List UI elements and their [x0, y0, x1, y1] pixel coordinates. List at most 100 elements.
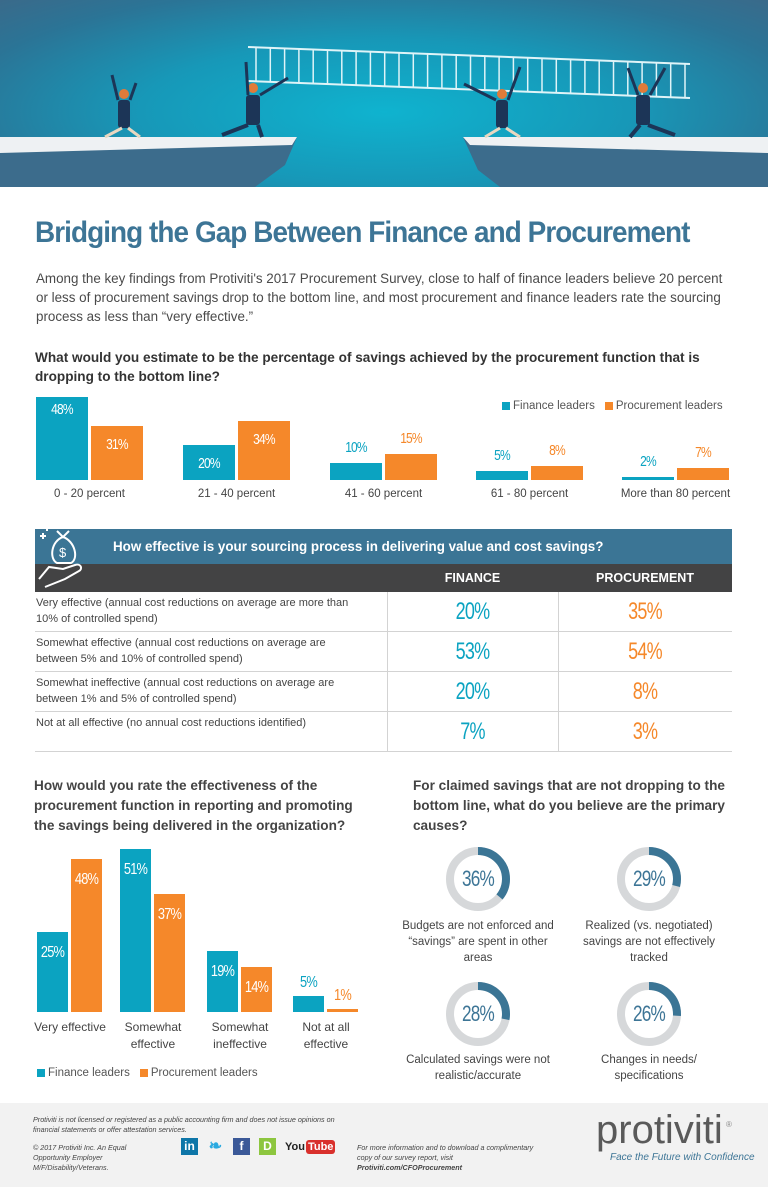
- hero-illustration: [0, 0, 768, 187]
- bar-value-label: 31%: [106, 436, 128, 454]
- table-row: Very effective (annual cost reductions o…: [35, 592, 732, 632]
- bar-finance: [293, 996, 324, 1012]
- survey-report-link[interactable]: Protiviti.com/CFOProcurement: [357, 1163, 463, 1172]
- column-divider: [558, 672, 559, 711]
- bar-procurement: [154, 893, 185, 1012]
- pulse-icon[interactable]: D: [259, 1138, 276, 1155]
- footer-copyright: © 2017 Protiviti Inc. An Equal Opportuni…: [33, 1143, 127, 1172]
- youtube-logo[interactable]: You Tube: [285, 1139, 336, 1154]
- finance-value: 53%: [455, 638, 491, 665]
- footer: [0, 1103, 768, 1187]
- bar-value-label: 48%: [74, 870, 99, 888]
- donut-chart: [617, 982, 681, 1046]
- category-label: 0 - 20 percent: [54, 488, 125, 500]
- column-divider: [387, 592, 388, 631]
- intro-text: Among the key findings from Protiviti's …: [36, 271, 723, 324]
- category-label: 41 - 60 percent: [344, 488, 423, 500]
- row-label: Somewhat effective (annual cost reductio…: [36, 637, 326, 665]
- category-label: Somewhat ineffective: [211, 1020, 269, 1051]
- bar-procurement: [91, 426, 143, 480]
- bar-procurement: [327, 1008, 358, 1012]
- chart4-title: For claimed savings that are not droppin…: [413, 778, 725, 833]
- figure-right-man: [626, 67, 676, 139]
- legend-finance: Finance leaders: [502, 400, 595, 412]
- figure-left-man: [221, 61, 289, 138]
- cliff-ladder-illustration: [0, 46, 768, 187]
- donut-value: 36%: [461, 866, 495, 891]
- donut-caption: Calculated savings were not realistic/ac…: [406, 1054, 550, 1082]
- donut-slice: [446, 847, 510, 911]
- legend-swatch-procurement: [139, 1068, 148, 1077]
- column-header-procurement: PROCUREMENT: [596, 571, 694, 585]
- donut-caption: Changes in needs/ specifications: [601, 1054, 697, 1082]
- column-divider: [558, 712, 559, 751]
- finance-value: 20%: [455, 678, 491, 705]
- legend-label-procurement: Procurement leaders: [150, 1067, 258, 1079]
- table-row: Somewhat effective (annual cost reductio…: [35, 632, 732, 672]
- bar-finance: [330, 462, 382, 480]
- column-divider: [387, 672, 388, 711]
- legend-swatch-finance: [502, 401, 510, 410]
- procurement-value: 8%: [632, 678, 658, 705]
- procurement-value: 3%: [632, 718, 658, 745]
- bar-value-label: 1%: [334, 986, 352, 1004]
- youtube-icon: Tube: [305, 1139, 336, 1154]
- table-title: How effective is your sourcing process i…: [35, 529, 732, 564]
- column-divider: [558, 632, 559, 671]
- ladder: [247, 46, 691, 99]
- bar-value-label: 7%: [695, 443, 712, 461]
- bar-value-label: 37%: [157, 905, 182, 923]
- bar-procurement: [677, 467, 729, 480]
- procurement-value: 54%: [628, 638, 663, 665]
- donut-value: 26%: [632, 1001, 666, 1026]
- bar-finance: [37, 932, 68, 1012]
- facebook-icon[interactable]: f: [233, 1138, 250, 1155]
- money-bag-hand-icon: $: [38, 525, 83, 588]
- bar-value-label: 34%: [253, 431, 275, 449]
- bar-finance: [622, 476, 674, 480]
- row-label: Very effective (annual cost reductions o…: [36, 597, 349, 625]
- more-info-text: For more information and to download a c…: [357, 1143, 534, 1162]
- donut-caption: Realized (vs. negotiated) savings are no…: [582, 920, 716, 964]
- legend-label-procurement: Procurement leaders: [615, 400, 723, 412]
- bar-value-label: 20%: [198, 455, 220, 473]
- twitter-icon[interactable]: ❧: [208, 1138, 223, 1155]
- procurement-value: 35%: [628, 598, 663, 625]
- bar-procurement: [71, 858, 102, 1012]
- youtube-you: You: [285, 1140, 305, 1153]
- chart1-title: What would you estimate to be the percen…: [35, 350, 700, 384]
- legend-swatch-finance: [37, 1068, 45, 1077]
- svg-text:$: $: [59, 545, 67, 560]
- page-title: Bridging the Gap Between Finance and Pro…: [35, 216, 690, 249]
- column-divider: [558, 592, 559, 631]
- column-divider: [387, 632, 388, 671]
- bar-value-label: 14%: [244, 979, 269, 997]
- footer-more-info: For more information and to download a c…: [357, 1143, 547, 1173]
- bar-finance: [183, 445, 235, 480]
- legend-label-finance: Finance leaders: [513, 400, 595, 412]
- donut-chart: [446, 982, 510, 1046]
- table-row: Not at all effective (no annual cost red…: [35, 712, 732, 752]
- linkedin-icon[interactable]: in: [181, 1138, 198, 1155]
- bar-value-label: 51%: [123, 861, 148, 878]
- bar-procurement: [238, 421, 290, 480]
- bar-value-label: 5%: [300, 974, 318, 992]
- registered-mark: ®: [726, 1120, 732, 1129]
- logo-tagline: Face the Future with Confidence: [610, 1152, 755, 1163]
- row-label: Somewhat ineffective (annual cost reduct…: [36, 677, 335, 705]
- donut-caption: Budgets are not enforced and “savings” a…: [402, 920, 554, 964]
- donut-value: 29%: [632, 866, 666, 891]
- column-header-finance: FINANCE: [444, 571, 501, 585]
- bar-procurement: [531, 466, 583, 480]
- sourcing-effectiveness-table: How effective is your sourcing process i…: [35, 525, 732, 752]
- bar-finance: [36, 397, 88, 480]
- bar-value-label: 5%: [494, 447, 511, 465]
- social-links: in ❧ f D You Tube: [181, 1138, 336, 1155]
- protiviti-logo: protiviti: [596, 1108, 723, 1152]
- bar-finance: [207, 951, 238, 1012]
- table-row: Somewhat ineffective (annual cost reduct…: [35, 672, 732, 712]
- legend-finance: Finance leaders: [37, 1067, 130, 1079]
- donut-chart: [617, 847, 681, 911]
- figure-left-woman: [104, 74, 141, 139]
- category-label: Not at all effective: [302, 1020, 350, 1051]
